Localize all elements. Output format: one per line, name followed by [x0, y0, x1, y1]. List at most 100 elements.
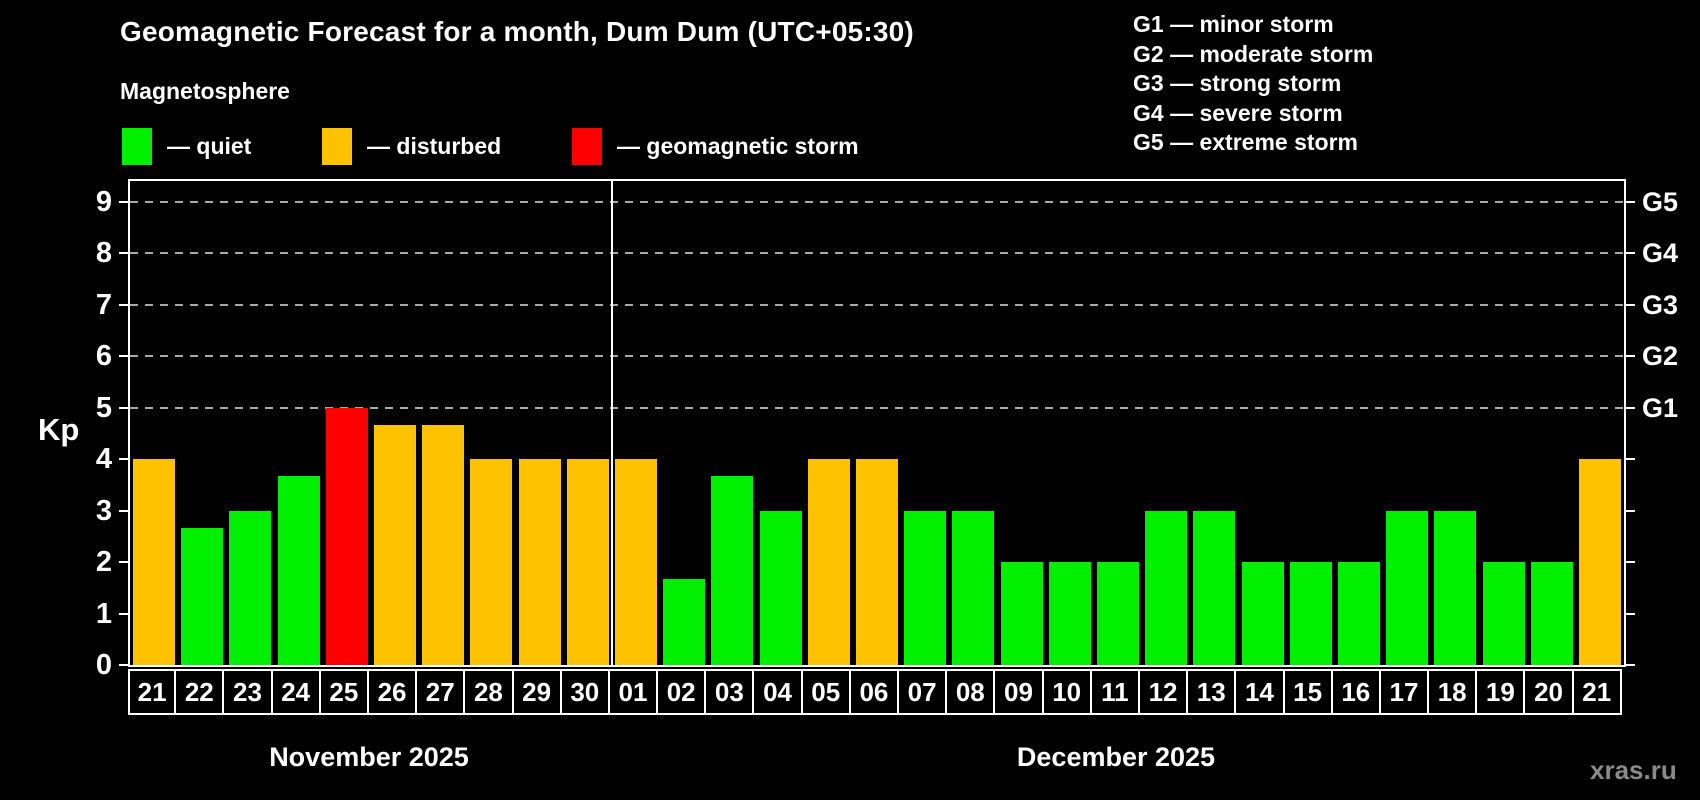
kp-bar-dec-06 — [856, 459, 898, 665]
x-date-box-dec-01: 01 — [607, 669, 659, 715]
month-label-november: November 2025 — [269, 742, 469, 772]
x-date-box-dec-09: 09 — [993, 669, 1044, 715]
g-axis-label-g1: G1 — [1642, 392, 1679, 423]
gridline-kp-8 — [130, 252, 1624, 255]
kp-bar-dec-10 — [1048, 562, 1091, 665]
left-tick-9 — [119, 200, 128, 203]
x-date-box-dec-10: 10 — [1041, 669, 1092, 715]
x-date-box-dec-03: 03 — [704, 669, 755, 715]
legend-label: — disturbed — [367, 132, 502, 159]
kp-bar-dec-11 — [1096, 562, 1139, 665]
x-date-box-nov-21: 21 — [128, 669, 177, 715]
y-tick-label-0: 0 — [95, 649, 112, 681]
kp-bar-dec-13 — [1193, 511, 1236, 665]
x-date-box-dec-08: 08 — [945, 669, 996, 715]
left-tick-0 — [119, 664, 128, 666]
kp-bar-dec-07 — [904, 511, 947, 665]
g5-legend-line: G5 — extreme storm — [1133, 129, 1358, 155]
right-tick-1 — [1626, 612, 1635, 615]
x-date-box-nov-30: 30 — [559, 669, 610, 715]
right-tick-4 — [1626, 458, 1635, 461]
storm-color-swatch — [572, 127, 602, 165]
y-tick-label-5: 5 — [95, 391, 112, 424]
x-date-box-dec-14: 14 — [1234, 669, 1285, 715]
legend-label: — geomagnetic storm — [617, 132, 859, 159]
x-date-box-dec-13: 13 — [1186, 669, 1237, 715]
x-date-box-dec-21: 21 — [1571, 669, 1622, 715]
x-date-box-dec-05: 05 — [800, 669, 851, 715]
right-tick-9 — [1626, 200, 1635, 203]
g3-legend-line: G3 — strong storm — [1133, 70, 1342, 96]
y-tick-label-8: 8 — [95, 237, 112, 270]
kp-bar-dec-21 — [1578, 459, 1621, 665]
x-date-box-nov-28: 28 — [463, 669, 514, 715]
y-tick-label-9: 9 — [95, 185, 112, 218]
legend-item-storm: — geomagnetic storm — [572, 127, 859, 165]
x-date-box-nov-26: 26 — [366, 669, 418, 715]
month-separator-line — [610, 181, 613, 665]
kp-bar-nov-30 — [566, 459, 609, 665]
right-tick-6 — [1626, 355, 1635, 358]
left-tick-3 — [119, 509, 128, 512]
kp-bar-dec-04 — [759, 511, 802, 665]
left-tick-6 — [119, 355, 128, 358]
g-axis-label-g5: G5 — [1642, 186, 1679, 217]
g-axis-label-g2: G2 — [1642, 341, 1679, 372]
right-tick-7 — [1626, 303, 1635, 306]
y-tick-label-1: 1 — [95, 597, 112, 630]
y-tick-label-7: 7 — [95, 288, 112, 321]
g2-legend-line: G2 — moderate storm — [1133, 40, 1374, 67]
g-axis-label-g3: G3 — [1642, 289, 1679, 320]
disturbed-color-swatch — [322, 127, 352, 165]
kp-bar-dec-16 — [1337, 562, 1380, 665]
kp-bar-dec-20 — [1530, 562, 1573, 665]
kp-bar-dec-18 — [1434, 511, 1477, 665]
g-axis-label-g4: G4 — [1642, 238, 1679, 269]
left-tick-4 — [119, 458, 128, 461]
kp-bar-nov-23 — [229, 511, 272, 665]
x-date-box-nov-29: 29 — [511, 669, 562, 715]
left-tick-8 — [119, 252, 128, 255]
legend-label: — quiet — [167, 132, 252, 159]
x-date-box-dec-17: 17 — [1378, 669, 1430, 715]
kp-bar-dec-01 — [615, 459, 658, 665]
kp-bar-dec-19 — [1482, 562, 1525, 665]
x-date-box-dec-04: 04 — [752, 669, 803, 715]
y-axis-title: Kp — [38, 412, 80, 447]
x-date-box-dec-11: 11 — [1089, 669, 1140, 715]
page-title: Geomagnetic Forecast for a month, Dum Du… — [120, 16, 914, 47]
x-date-box-dec-06: 06 — [848, 669, 899, 715]
kp-bar-nov-25 — [325, 408, 368, 665]
y-tick-label-4: 4 — [95, 443, 112, 476]
kp-bar-nov-24 — [277, 476, 320, 665]
g4-legend-line: G4 — severe storm — [1133, 99, 1343, 126]
kp-bar-nov-29 — [518, 459, 561, 665]
gridline-kp-6 — [130, 355, 1624, 358]
kp-bar-dec-17 — [1386, 511, 1429, 665]
kp-bar-nov-26 — [374, 425, 417, 665]
right-tick-8 — [1626, 252, 1635, 255]
kp-bar-dec-09 — [1000, 562, 1043, 665]
x-date-box-dec-07: 07 — [897, 669, 948, 715]
kp-bar-nov-22 — [181, 528, 224, 665]
x-date-box-nov-27: 27 — [415, 669, 466, 715]
month-label-december: December 2025 — [1016, 742, 1216, 772]
kp-bar-dec-02 — [663, 579, 706, 665]
right-tick-0 — [1626, 664, 1635, 666]
x-date-box-dec-19: 19 — [1475, 669, 1526, 715]
x-axis-date-row: 21 22 23 24 25 26 27 28 29 30 01 02 03 04 05 06 07 08 09 10… — [128, 669, 1622, 715]
x-date-box-dec-20: 20 — [1523, 669, 1574, 715]
gridline-kp-7 — [130, 303, 1624, 306]
legend-item-disturbed: — disturbed — [322, 127, 501, 165]
kp-bar-nov-28 — [470, 459, 513, 665]
y-tick-label-3: 3 — [95, 494, 112, 527]
left-tick-5 — [119, 406, 128, 409]
kp-bar-nov-21 — [133, 459, 176, 665]
right-tick-3 — [1626, 509, 1635, 512]
x-date-box-dec-16: 16 — [1330, 669, 1381, 715]
right-tick-5 — [1626, 406, 1635, 409]
x-date-box-dec-18: 18 — [1427, 669, 1478, 715]
kp-bar-dec-15 — [1289, 562, 1332, 665]
watermark: xras.ru — [1590, 755, 1677, 785]
left-tick-1 — [119, 612, 128, 615]
